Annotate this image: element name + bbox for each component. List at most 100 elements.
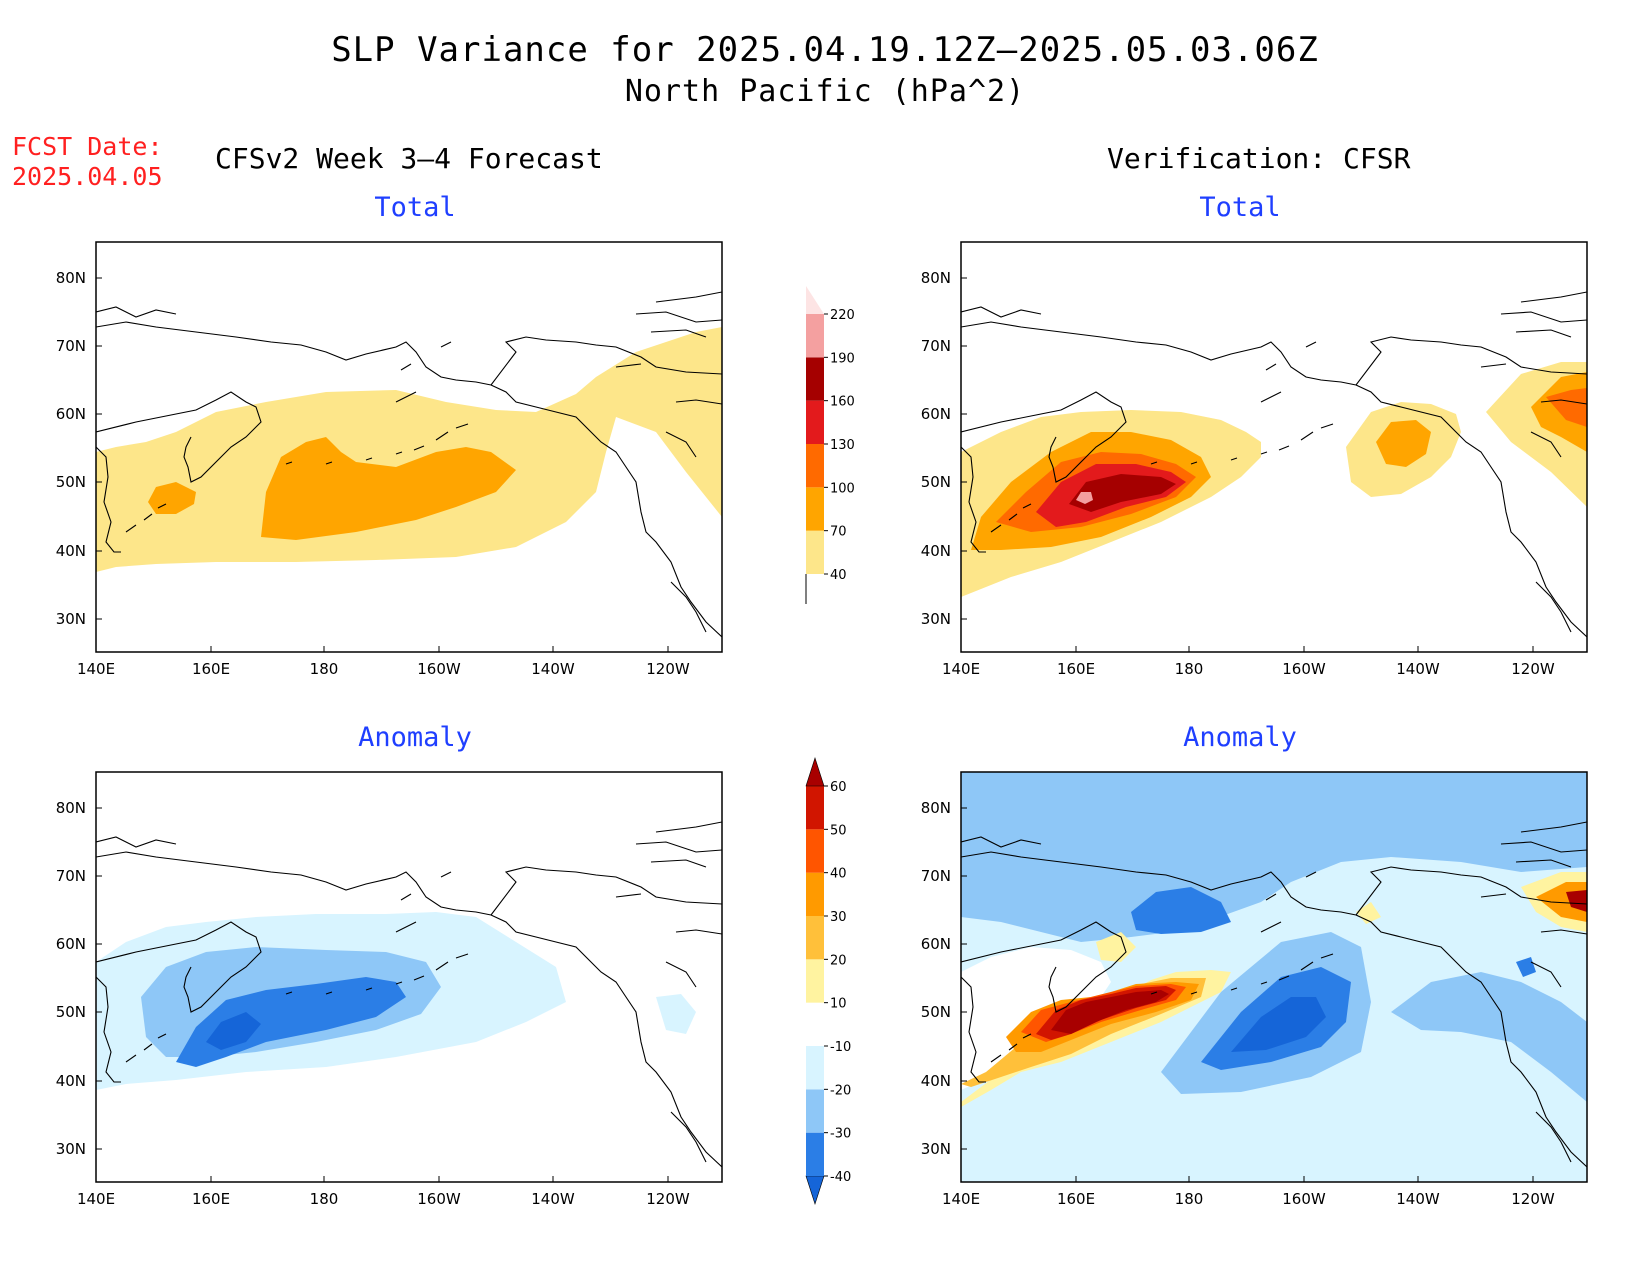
lat-tick-label: 80N xyxy=(56,799,86,817)
lon-tick-label: 180 xyxy=(310,660,339,678)
lon-tick-label: 120W xyxy=(646,660,690,678)
colorbar-segment xyxy=(806,786,824,830)
colorbar-label: 40 xyxy=(830,568,847,583)
lat-tick-label: 50N xyxy=(56,1003,86,1021)
lon-tick-label: 160E xyxy=(192,1190,230,1208)
lon-tick-label: 120W xyxy=(646,1190,690,1208)
colorbar-label: 20 xyxy=(830,953,847,968)
lat-tick-label: 70N xyxy=(56,337,86,355)
colorbar-label: 60 xyxy=(830,780,847,795)
lon-tick-label: 160W xyxy=(417,1190,461,1208)
map-frame xyxy=(960,241,1588,653)
map-frame xyxy=(95,771,723,1183)
verification-total-title: Total xyxy=(1199,192,1281,223)
colorbar-segment xyxy=(806,829,824,873)
lon-tick-label: 160E xyxy=(1057,1190,1095,1208)
lon-tick-label: 160E xyxy=(1057,660,1095,678)
colorbar-segment xyxy=(806,444,824,488)
verification-anomaly-title: Anomaly xyxy=(1183,722,1297,753)
lat-tick-label: 30N xyxy=(56,1140,86,1158)
colorbar-segment xyxy=(806,959,824,1003)
lon-tick-label: 160W xyxy=(1282,1190,1326,1208)
lon-tick-label: 140W xyxy=(1396,660,1440,678)
lat-tick-label: 30N xyxy=(56,610,86,628)
lon-tick-label: 140E xyxy=(77,1190,115,1208)
lon-tick-label: 140W xyxy=(531,1190,575,1208)
contour-70-100-west xyxy=(148,482,196,514)
main-subtitle: North Pacific (hPa^2) xyxy=(624,74,1026,109)
verification-total-map xyxy=(960,241,1588,653)
lon-tick-label: 140W xyxy=(1396,1190,1440,1208)
lon-tick-label: 160W xyxy=(1282,660,1326,678)
colorbar-label: 160 xyxy=(830,395,855,410)
colorbar-segment xyxy=(806,1002,824,1046)
lat-tick-label: 60N xyxy=(921,405,951,423)
lon-tick-label: 160W xyxy=(417,660,461,678)
main-title: SLP Variance for 2025.04.19.12Z—2025.05.… xyxy=(331,30,1319,70)
lat-tick-label: 30N xyxy=(921,610,951,628)
fcst-date-value: 2025.04.05 xyxy=(12,162,163,191)
lat-tick-label: 70N xyxy=(56,867,86,885)
colorbar-segment xyxy=(806,872,824,916)
lat-tick-label: 40N xyxy=(56,1072,86,1090)
lon-tick-label: 140E xyxy=(942,1190,980,1208)
forecast-total-title: Total xyxy=(374,192,456,223)
colorbar-segment xyxy=(805,1175,825,1205)
lat-tick-label: 60N xyxy=(56,935,86,953)
forecast-column-title: CFSv2 Week 3—4 Forecast xyxy=(215,142,603,175)
lon-tick-label: 180 xyxy=(1175,1190,1204,1208)
colorbar-segment xyxy=(806,286,824,314)
verification-column-title: Verification: CFSR xyxy=(1107,142,1411,175)
forecast-total-map xyxy=(95,241,723,653)
colorbar-label: -20 xyxy=(830,1083,851,1098)
colorbar-label: -40 xyxy=(830,1170,851,1185)
lon-tick-label: 140E xyxy=(77,660,115,678)
forecast-anomaly-title: Anomaly xyxy=(358,722,472,753)
lat-tick-label: 40N xyxy=(921,542,951,560)
lat-tick-label: 30N xyxy=(921,1140,951,1158)
forecast-anomaly-map xyxy=(95,771,723,1183)
verification-anomaly-map xyxy=(960,771,1588,1183)
lat-tick-label: 40N xyxy=(56,542,86,560)
lat-tick-label: 70N xyxy=(921,337,951,355)
colorbar-segment xyxy=(806,916,824,960)
lon-tick-label: 120W xyxy=(1511,1190,1555,1208)
contour-70-100 xyxy=(261,437,516,540)
lat-tick-label: 60N xyxy=(921,935,951,953)
lon-tick-label: 140E xyxy=(942,660,980,678)
colorbar-label: 70 xyxy=(830,525,847,540)
anomaly-colorbar: -40 -30 -20 -10 10 20 30 40 50 60 xyxy=(805,757,851,1205)
colorbar-segment xyxy=(806,530,824,574)
lat-tick-label: 50N xyxy=(921,473,951,491)
colorbar-segment xyxy=(806,1132,824,1176)
colorbar-segment xyxy=(806,314,824,358)
colorbar-label: 40 xyxy=(830,867,847,882)
colorbar-label: 50 xyxy=(830,823,847,838)
colorbar-label: -10 xyxy=(830,1040,851,1055)
lat-tick-label: 50N xyxy=(56,473,86,491)
colorbar-segment xyxy=(806,1089,824,1133)
lon-tick-label: 160E xyxy=(192,660,230,678)
colorbar-segment xyxy=(806,357,824,401)
lon-tick-label: 140W xyxy=(531,660,575,678)
lon-tick-label: 120W xyxy=(1511,660,1555,678)
colorbar-segment xyxy=(805,757,825,787)
lat-tick-label: 70N xyxy=(921,867,951,885)
lat-tick-label: 50N xyxy=(921,1003,951,1021)
contour-40-70 xyxy=(96,327,722,572)
lat-tick-label: 80N xyxy=(921,269,951,287)
lat-tick-label: 40N xyxy=(921,1072,951,1090)
lon-tick-label: 180 xyxy=(310,1190,339,1208)
total-colorbar: 40 70 100 130 160 190 220 xyxy=(805,286,855,604)
lat-tick-label: 60N xyxy=(56,405,86,423)
lat-tick-label: 80N xyxy=(921,799,951,817)
colorbar-label: 130 xyxy=(830,438,855,453)
fcst-date-label: FCST Date: xyxy=(12,132,163,161)
map-frame xyxy=(960,771,1588,1183)
colorbar-label: 190 xyxy=(830,351,855,366)
colorbar-label: 10 xyxy=(830,997,847,1012)
colorbar-label: 220 xyxy=(830,308,855,323)
map-frame xyxy=(95,241,723,653)
colorbar-label: -30 xyxy=(830,1127,851,1142)
